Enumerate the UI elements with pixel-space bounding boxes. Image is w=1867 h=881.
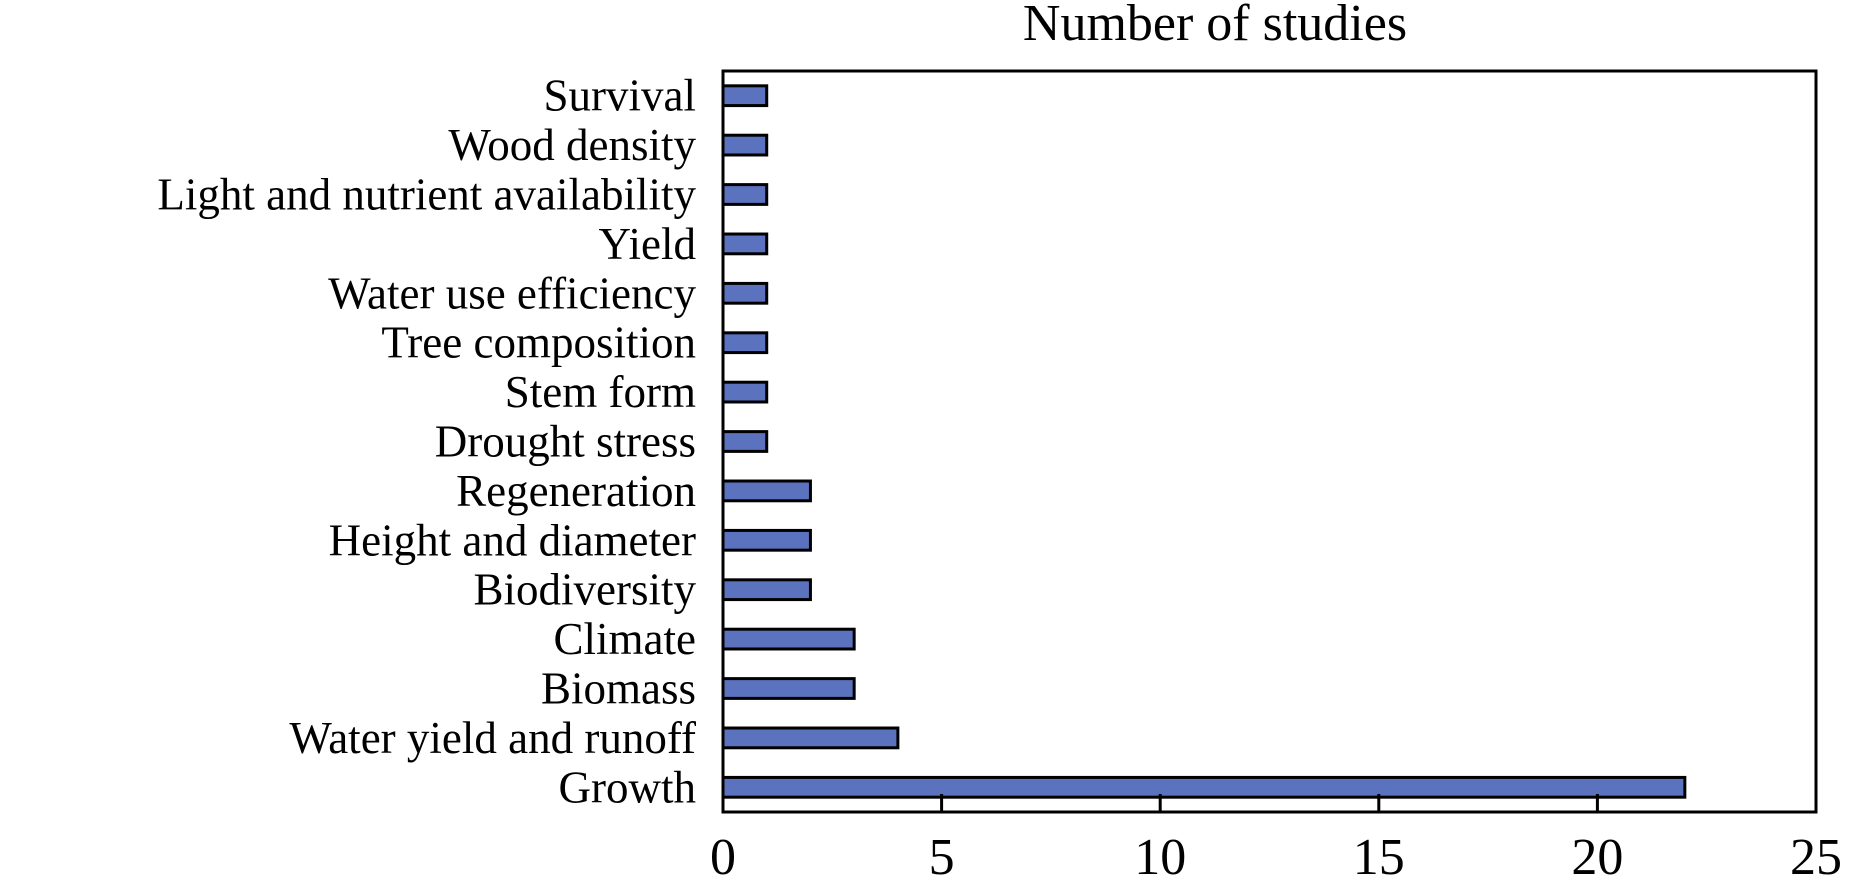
bar <box>721 84 769 108</box>
bars-group <box>721 84 1687 799</box>
category-label: Yield <box>599 219 697 269</box>
x-tick-label: 0 <box>710 829 736 881</box>
chart-title: Number of studies <box>1023 0 1407 52</box>
category-label: Water use efficiency <box>328 268 696 318</box>
x-tick-label: 20 <box>1571 829 1623 881</box>
category-label: Biomass <box>541 664 696 714</box>
category-label: Tree composition <box>381 318 696 368</box>
x-tick-label: 10 <box>1134 829 1186 881</box>
bar <box>721 578 812 602</box>
x-tick-label: 25 <box>1790 829 1842 881</box>
bar <box>721 133 769 157</box>
category-label: Height and diameter <box>329 515 696 565</box>
category-label: Wood density <box>448 120 696 170</box>
bar <box>721 479 812 503</box>
category-label: Stem form <box>505 367 696 417</box>
bar <box>721 331 769 355</box>
category-label: Growth <box>559 762 696 812</box>
bar <box>721 430 769 453</box>
category-label: Drought stress <box>435 417 696 467</box>
x-axis-ticks: 0 5 10 15 20 25 <box>710 794 1842 881</box>
bar <box>721 183 769 206</box>
category-label: Light and nutrient availability <box>157 170 696 220</box>
bar <box>721 627 856 651</box>
bar <box>721 281 769 305</box>
plot-frame <box>721 69 1818 814</box>
category-label: Water yield and runoff <box>289 713 696 763</box>
bar <box>721 528 812 552</box>
category-label: Biodiversity <box>474 565 697 615</box>
bar <box>721 677 856 700</box>
category-label: Survival <box>544 71 697 121</box>
bar <box>721 380 769 404</box>
bar <box>721 726 900 750</box>
bar <box>721 232 769 256</box>
bar <box>721 775 1687 799</box>
x-tick-label: 5 <box>929 829 955 881</box>
category-label: Climate <box>554 614 696 664</box>
category-label: Regeneration <box>456 466 696 516</box>
x-tick-label: 15 <box>1353 829 1405 881</box>
